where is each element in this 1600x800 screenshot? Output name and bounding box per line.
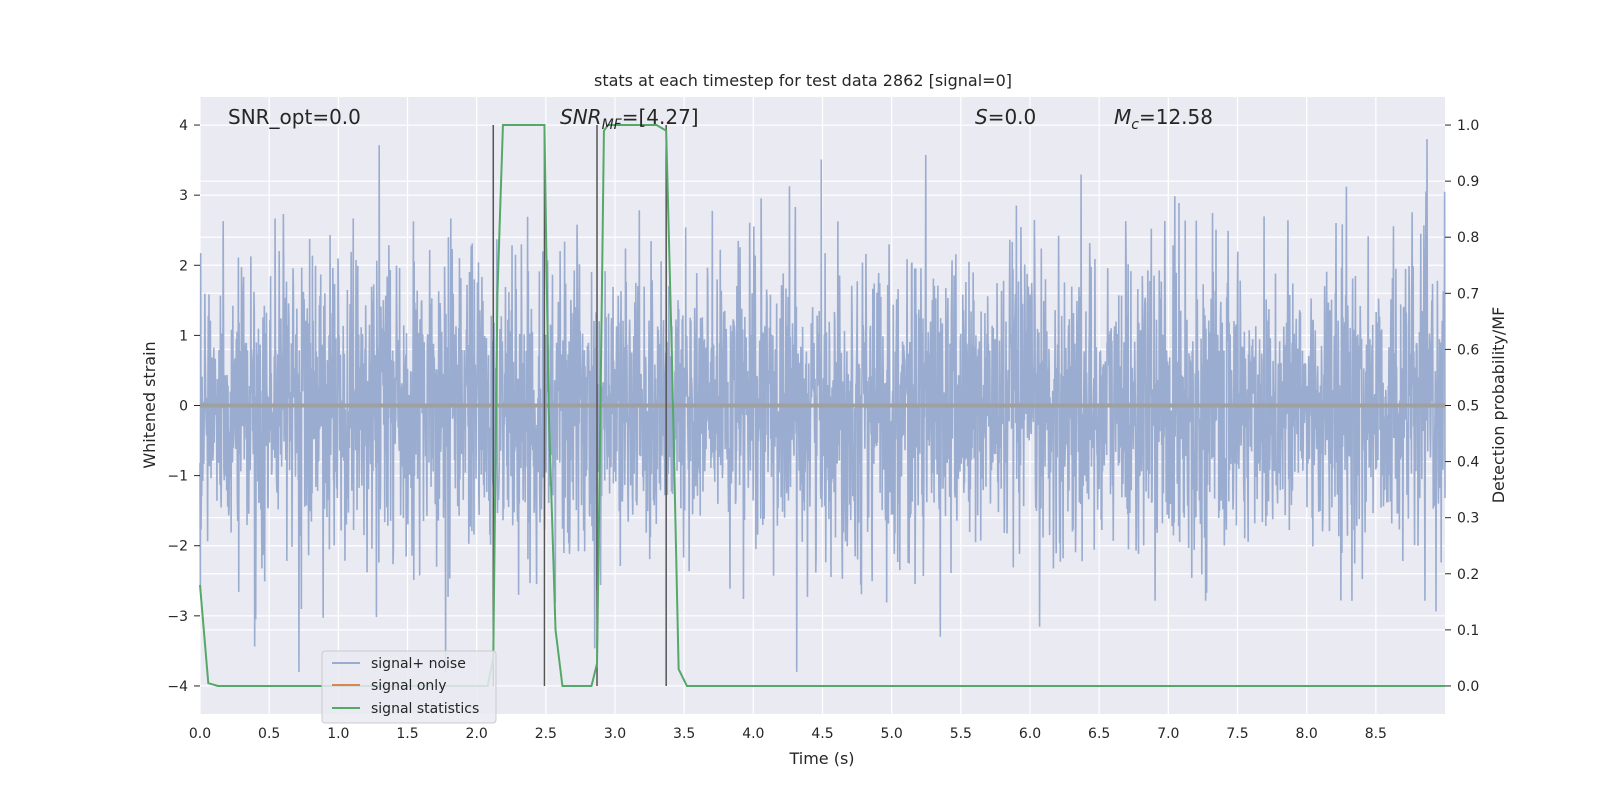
x-tick-label: 1.5 [396,726,418,742]
x-axis-label: Time (s) [788,749,854,768]
x-tick-label: 1.0 [327,726,349,742]
x-tick-label: 8.0 [1296,726,1318,742]
y-left-tick-label: −1 [167,469,188,485]
y-right-tick-label: 0.4 [1457,455,1479,471]
y-right-tick-label: 0.6 [1457,342,1479,358]
snr-mf-symbol: SNR [560,105,602,129]
y-right-tick-label: 0.2 [1457,567,1479,583]
x-tick-label: 0.5 [258,726,280,742]
y-left-tick-label: 2 [179,258,188,274]
x-tick-labels: 0.0 0.5 1.0 1.5 2.0 2.5 3.0 3.5 4.0 4.5 5.0 5.5 6.0 6… [189,726,1387,742]
y-left-tick-label: −3 [167,609,188,625]
legend-label-signal: signal only [371,678,446,694]
x-tick-label: 2.5 [535,726,557,742]
y-right-tick-label: 0.3 [1457,511,1479,527]
noise-series [199,139,1446,672]
y-left-tick-label: −4 [167,679,188,695]
s-annotation: S=0.0 [975,105,1036,129]
y-right-tick-labels: 0.0 0.1 0.2 0.3 0.4 0.5 0.6 0.7 0.8 0.9 1.0 [1445,118,1479,695]
y-right-axis-label: Detection probability/MF [1489,307,1508,504]
snr-mf-annotation: SNRMF=[4.27] [560,105,699,133]
chart-title: stats at each timestep for test data 286… [594,71,1012,90]
noise-trace [199,139,1446,672]
s-value: =0.0 [988,105,1037,129]
s-symbol: S [975,105,988,129]
snr-opt-annotation: SNR_opt=0.0 [228,105,361,129]
y-right-tick-label: 0.8 [1457,230,1479,246]
x-tick-label: 3.5 [673,726,695,742]
x-tick-label: 6.5 [1088,726,1110,742]
y-left-tick-label: −2 [167,539,188,555]
y-right-tick-label: 1.0 [1457,118,1479,134]
y-right-tick-label: 0.0 [1457,679,1479,695]
y-left-tick-label: 3 [179,188,188,204]
y-left-axis-label: Whitened strain [140,341,159,468]
x-tick-label: 0.0 [189,726,211,742]
y-right-tick-label: 0.9 [1457,174,1479,190]
y-right-tick-label: 0.5 [1457,399,1479,415]
x-tick-label: 2.0 [466,726,488,742]
x-tick-label: 6.0 [1019,726,1041,742]
snr-mf-subscript: MF [602,117,623,133]
x-tick-label: 7.0 [1157,726,1179,742]
y-left-tick-label: 1 [179,328,188,344]
y-left-tick-label: 0 [179,399,188,415]
x-tick-label: 8.5 [1365,726,1387,742]
x-tick-label: 7.5 [1226,726,1248,742]
y-right-tick-label: 0.1 [1457,623,1479,639]
y-left-tick-labels: −4 −3 −2 −1 0 1 2 3 4 [167,118,200,695]
x-tick-label: 4.5 [811,726,833,742]
mc-symbol: M [1114,105,1131,129]
x-tick-label: 5.0 [881,726,903,742]
x-tick-label: 3.0 [604,726,626,742]
legend-label-stats: signal statistics [371,701,479,717]
x-tick-label: 5.5 [950,726,972,742]
mc-value: =12.58 [1139,105,1213,129]
y-right-tick-label: 0.7 [1457,286,1479,302]
mc-subscript: c [1131,117,1139,133]
mc-annotation: Mc=12.58 [1114,105,1213,133]
legend-box [321,650,497,724]
y-left-tick-label: 4 [179,118,188,134]
snr-mf-value: =[4.27] [622,105,699,129]
plot-area [199,97,1446,714]
legend: signal+ noise signal only signal statist… [321,650,497,724]
x-tick-label: 4.0 [742,726,764,742]
legend-label-noise: signal+ noise [371,656,466,672]
